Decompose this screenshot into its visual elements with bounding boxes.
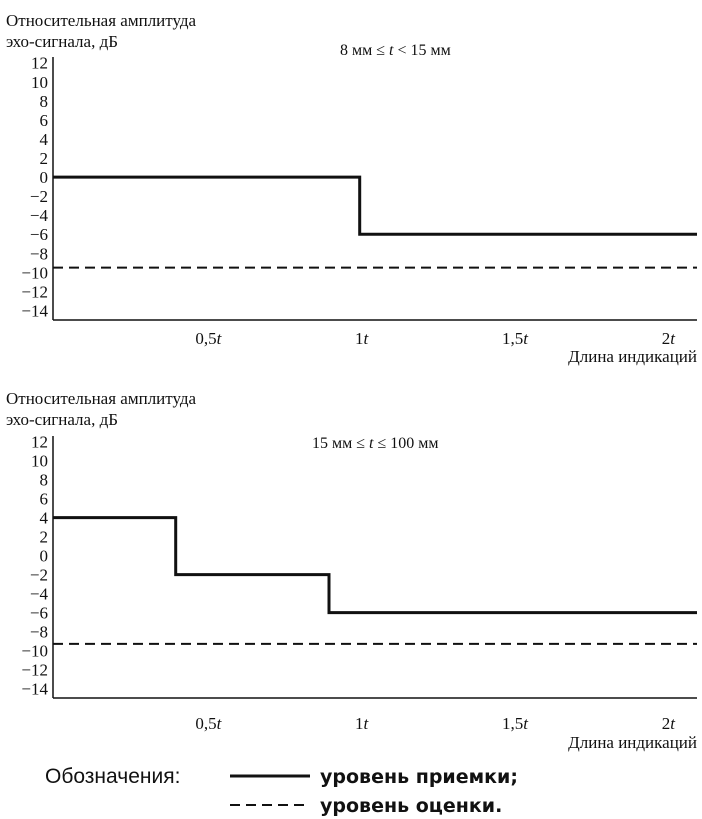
- y-tick-label: −8: [30, 623, 48, 642]
- x-tick-label: 1t: [355, 329, 370, 348]
- y-tick-label: −6: [30, 225, 48, 244]
- y-tick-label: 4: [40, 509, 49, 528]
- legend-item-acceptance: уровень приемки;: [320, 766, 518, 788]
- x-tick-label: 2t: [662, 329, 677, 348]
- y-tick-label: −10: [21, 263, 48, 282]
- y-axis-label-line2: эхо-сигнала, дБ: [6, 410, 118, 429]
- x-tick-label: 1,5t: [502, 714, 529, 733]
- series-group: [53, 175, 697, 269]
- x-tick-label: 1,5t: [502, 329, 529, 348]
- x-tick-label: 1t: [355, 714, 370, 733]
- y-tick-label: −2: [30, 566, 48, 585]
- y-tick-label: −4: [30, 585, 49, 604]
- y-axis-label-line2: эхо-сигнала, дБ: [6, 32, 118, 51]
- y-tick-label: −10: [21, 642, 48, 661]
- y-tick-label: 12: [31, 54, 48, 73]
- y-tick-label: 10: [31, 73, 48, 92]
- condition-label: 15 мм ≤ t ≤ 100 мм: [312, 435, 439, 452]
- legend: Обозначения: уровень приемки; уровень оц…: [45, 765, 518, 817]
- y-tick-label: 10: [31, 452, 48, 471]
- y-tick-label: −4: [30, 206, 49, 225]
- acceptance-level-line: [53, 175, 697, 236]
- y-axis-label-line1: Относительная амплитуда: [6, 11, 197, 30]
- x-axis-label: Длина индикаций: [568, 733, 697, 752]
- y-tick-label: 8: [40, 471, 49, 490]
- y-tick-label: 2: [40, 149, 49, 168]
- x-tick-labels: 0,5t 1t 1,5t 2t: [195, 714, 676, 733]
- legend-title: Обозначения:: [45, 765, 180, 788]
- x-tick-label: 2t: [662, 714, 677, 733]
- chart-2: Относительная амплитуда эхо-сигнала, дБ …: [6, 389, 697, 752]
- y-tick-label: −14: [21, 301, 48, 320]
- x-tick-label: 0,5t: [195, 329, 222, 348]
- condition-label: 8 мм ≤ t < 15 мм: [340, 42, 451, 59]
- y-tick-label: −8: [30, 244, 48, 263]
- y-tick-label: −2: [30, 187, 48, 206]
- x-axis-label: Длина индикаций: [568, 347, 697, 366]
- y-tick-label: 12: [31, 433, 48, 452]
- legend-item-evaluation: уровень оценки.: [320, 795, 502, 817]
- y-tick-label: 6: [40, 490, 49, 509]
- y-tick-label: 0: [40, 547, 49, 566]
- acceptance-level-line: [53, 516, 697, 615]
- y-axis-label-line1: Относительная амплитуда: [6, 389, 197, 408]
- series-group: [53, 516, 697, 645]
- y-tick-label: −6: [30, 604, 48, 623]
- x-tick-labels: 0,5t 1t 1,5t 2t: [195, 329, 676, 348]
- y-tick-label: −12: [21, 282, 48, 301]
- x-tick-label: 0,5t: [195, 714, 222, 733]
- y-tick-label: 4: [40, 130, 49, 149]
- y-tick-label: 6: [40, 111, 49, 130]
- y-tick-label: −14: [21, 680, 48, 699]
- y-tick-label: 0: [40, 168, 49, 187]
- y-tick-label: 2: [40, 528, 49, 547]
- y-tick-label: 8: [40, 92, 49, 111]
- chart-1: Относительная амплитуда эхо-сигнала, дБ …: [6, 11, 697, 366]
- y-tick-label: −12: [21, 661, 48, 680]
